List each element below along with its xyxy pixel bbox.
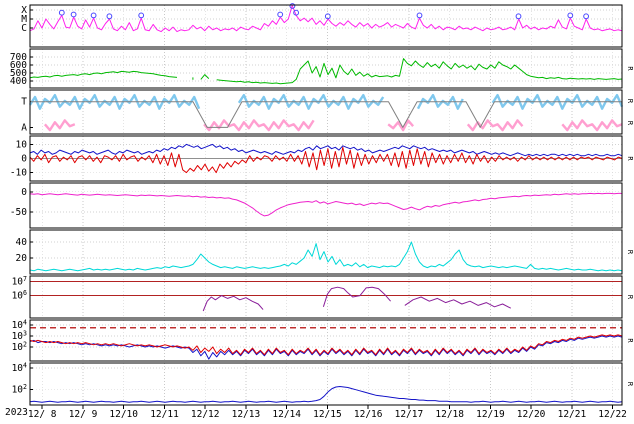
x-tick-label: 12/18 bbox=[435, 409, 464, 420]
y-tick-label: -10 bbox=[10, 168, 27, 179]
flare-marker bbox=[277, 11, 284, 18]
x-tick-label: 12/19 bbox=[476, 409, 505, 420]
panel-frame bbox=[29, 89, 623, 135]
series-dst bbox=[29, 192, 622, 217]
right-axis-label: R bbox=[626, 156, 634, 161]
y-tick-label: X bbox=[21, 5, 27, 16]
x-tick-label: 12/ 9 bbox=[69, 409, 98, 420]
panel-imf_bz: 10 0 -10 R bbox=[10, 135, 634, 182]
series-phi-angle-line bbox=[30, 101, 622, 128]
y-tick-label: 104 bbox=[12, 361, 27, 374]
x-tick-label: 12/22 bbox=[598, 409, 627, 420]
y-tick-label: 40 bbox=[16, 237, 28, 248]
y-tick-label: A bbox=[21, 122, 27, 133]
series-imf-bt bbox=[29, 143, 623, 157]
flare-marker bbox=[70, 11, 77, 18]
x-tick-label: 12/14 bbox=[272, 409, 301, 420]
y-tick-label: 102 bbox=[12, 341, 27, 354]
y-tick-label: 500 bbox=[10, 68, 27, 79]
y-tick-label: -50 bbox=[10, 207, 27, 218]
panel-xray: XMC bbox=[21, 3, 623, 48]
x-tick-label: 12/21 bbox=[558, 409, 587, 420]
x-tick-label: 12/20 bbox=[517, 409, 546, 420]
panel-frame bbox=[29, 135, 623, 182]
flare-marker bbox=[567, 12, 574, 19]
series-imf-bz bbox=[29, 146, 623, 174]
flare-marker bbox=[289, 3, 296, 9]
panel-phi_sector: T A R R bbox=[21, 89, 634, 135]
x-tick-label: 12/10 bbox=[109, 409, 138, 420]
right-axis-label: R bbox=[626, 121, 634, 126]
y-tick-label: 102 bbox=[12, 383, 27, 396]
x-tick-label: 12/12 bbox=[191, 409, 220, 420]
flare-marker bbox=[90, 12, 97, 19]
panel-frame bbox=[29, 275, 623, 319]
series-phi-toward-band bbox=[28, 93, 624, 110]
flare-marker bbox=[583, 13, 589, 20]
y-tick-label: 0 bbox=[21, 154, 27, 165]
x-tick-label: 12/15 bbox=[313, 409, 342, 420]
series-proton-fluence-1 bbox=[202, 295, 264, 312]
y-tick-label: 400 bbox=[10, 76, 27, 87]
y-tick-label: 700 bbox=[10, 52, 27, 63]
year-label: 2023 bbox=[5, 407, 28, 418]
y-tick-label: 20 bbox=[16, 253, 28, 264]
flare-marker bbox=[293, 9, 300, 16]
y-tick-label: 600 bbox=[10, 60, 27, 71]
right-axis-label: R bbox=[626, 66, 634, 71]
series-phi-away-band bbox=[43, 119, 623, 132]
series-low-energy-protons bbox=[29, 386, 623, 403]
x-tick-label: 12/11 bbox=[150, 409, 179, 420]
flare-marker bbox=[324, 13, 331, 20]
x-tick-label: 12/17 bbox=[395, 409, 424, 420]
series-proton-density bbox=[29, 241, 623, 272]
series-electron-flux-red bbox=[29, 334, 623, 356]
series-solar-wind-speed bbox=[29, 58, 623, 85]
x-tick-label: 12/ 8 bbox=[28, 409, 57, 420]
y-tick-label: M bbox=[21, 14, 27, 25]
series-goes-xray-flux bbox=[29, 5, 623, 33]
y-tick-label: 106 bbox=[12, 289, 27, 302]
y-tick-label: C bbox=[21, 23, 27, 34]
y-tick-label: 107 bbox=[12, 275, 27, 288]
series-electron-flux-blue bbox=[29, 335, 623, 360]
y-tick-label: 0 bbox=[21, 187, 27, 198]
flare-marker bbox=[515, 13, 522, 20]
right-axis-label: R bbox=[626, 99, 634, 104]
panel-low_energy_proton_flux: 104 102 R bbox=[12, 361, 634, 406]
x-tick-label: 12/13 bbox=[232, 409, 261, 420]
panel-density: 40 20 R bbox=[16, 229, 634, 275]
panel-frame bbox=[29, 229, 623, 275]
series-proton-fluence-3 bbox=[404, 296, 512, 309]
panel-frame bbox=[29, 48, 623, 89]
flare-marker bbox=[106, 13, 113, 20]
right-axis-label: R bbox=[626, 250, 634, 255]
x-tick-label: 12/16 bbox=[354, 409, 383, 420]
panel-frame bbox=[29, 362, 623, 406]
panel-frame bbox=[29, 4, 623, 48]
y-tick-label: T bbox=[21, 97, 27, 108]
flare-marker bbox=[138, 12, 145, 19]
y-tick-label: 10 bbox=[16, 139, 28, 150]
flare-marker bbox=[58, 9, 65, 16]
panel-frame bbox=[29, 182, 623, 229]
right-axis-label: R bbox=[626, 295, 634, 300]
flare-marker bbox=[416, 12, 423, 19]
series-proton-fluence-2 bbox=[322, 286, 391, 307]
panel-frame bbox=[29, 319, 623, 362]
panel-dst_index: 0 -50 bbox=[10, 182, 623, 229]
right-axis-label: R bbox=[626, 338, 634, 343]
right-axis-label: R bbox=[626, 382, 634, 387]
